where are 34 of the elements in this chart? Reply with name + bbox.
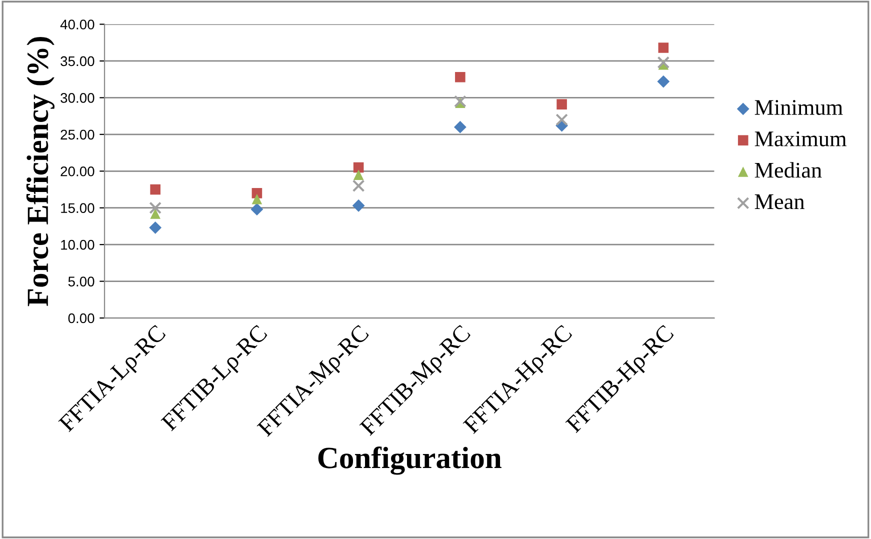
y-tick-label: 40.00: [60, 20, 94, 30]
legend-label: Median: [754, 162, 822, 178]
point: [353, 170, 364, 180]
y-tick-label: 25.00: [60, 130, 94, 140]
legend-label: Minimum: [754, 100, 843, 115]
y-tick-label: 5.00: [68, 276, 94, 286]
y-tick-label: 10.00: [61, 240, 94, 250]
point: [657, 56, 670, 69]
point: [252, 194, 262, 204]
y-tick-label: 0.00: [68, 313, 94, 324]
point: [252, 188, 262, 198]
point: [352, 199, 365, 212]
y-tick-label: 15.00: [61, 203, 94, 214]
y-tick-label: 30.00: [60, 93, 94, 103]
point: [150, 208, 160, 219]
y-tick-label: 20.00: [60, 166, 94, 176]
legend-label: Maximum: [754, 131, 846, 146]
point: [250, 203, 264, 216]
y-axis-title: Force Efficiency (%): [26, 37, 54, 306]
point: [455, 72, 466, 82]
x-axis-title: Configuration: [318, 446, 502, 475]
point: [352, 180, 365, 192]
point: [454, 95, 466, 108]
point: [657, 75, 670, 88]
point: [353, 162, 364, 173]
y-tick-label: 35.00: [60, 56, 94, 66]
point: [149, 202, 162, 214]
point: [454, 120, 466, 134]
point: [556, 114, 568, 126]
point: [149, 221, 162, 234]
point: [150, 184, 160, 195]
point: [658, 42, 669, 53]
legend-label: Mean: [754, 194, 804, 210]
point: [556, 99, 567, 110]
